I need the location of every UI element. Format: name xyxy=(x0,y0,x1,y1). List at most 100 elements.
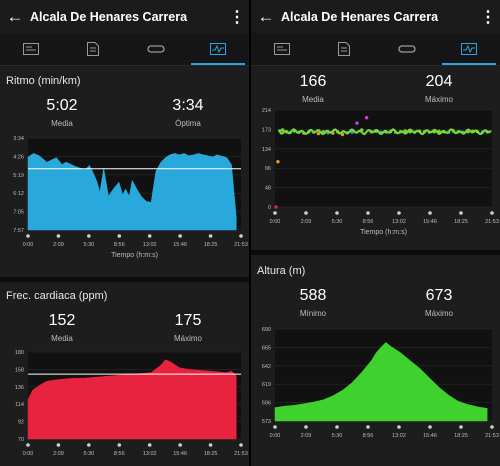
cadence-average-label: Media xyxy=(302,95,324,104)
y-tick-label: 7:57 xyxy=(13,228,24,234)
x-tick-label: 18:25 xyxy=(204,242,218,248)
y-tick-label: 70 xyxy=(18,437,24,443)
x-tick-label: 2:09 xyxy=(301,433,312,439)
x-tick-dot xyxy=(490,425,494,429)
hr-average-value: 152 xyxy=(48,312,76,329)
y-tick-label: 134 xyxy=(262,147,271,153)
more-vert-icon[interactable]: ⋮ xyxy=(480,8,496,26)
altitude-min-value: 588 xyxy=(299,287,327,304)
activity-title: Alcala De Henares Carrera xyxy=(30,9,188,24)
x-tick-label: 0:00 xyxy=(270,219,281,225)
x-tick-label: 2:09 xyxy=(301,219,312,225)
summary-icon xyxy=(274,43,291,55)
tab-details[interactable] xyxy=(313,33,375,65)
y-tick-label: 136 xyxy=(15,385,24,391)
x-tick-dot xyxy=(239,234,243,238)
y-tick-label: 0 xyxy=(268,205,271,211)
y-tick-label: 180 xyxy=(15,350,24,356)
x-tick-label: 21:53 xyxy=(485,219,499,225)
laps-icon xyxy=(147,45,165,53)
x-tick-dot xyxy=(87,443,91,447)
details-icon xyxy=(87,42,100,56)
left-screen: ← Alcala De Henares Carrera ⋮ Ritmo (min… xyxy=(0,0,249,466)
y-tick-label: 214 xyxy=(262,108,271,114)
heart-rate-chart: 180 158 136 114 92 70 0:00 2:09 5:30 8:56 13:02 15:… xyxy=(15,350,248,457)
tab-laps[interactable] xyxy=(125,33,187,65)
data-point xyxy=(364,116,369,120)
x-tick-dot xyxy=(366,211,370,215)
x-tick-label: 15:46 xyxy=(173,242,187,248)
x-tick-dot xyxy=(428,211,432,215)
hr-max-value: 175 xyxy=(174,312,202,329)
divider xyxy=(0,277,249,282)
heart-rate-card: Frec. cardiaca (ppm) 152 Media 175 Máxim… xyxy=(0,282,249,466)
x-tick-dot xyxy=(490,211,494,215)
x-tick-label: 0:00 xyxy=(23,451,34,457)
y-tick-label: 665 xyxy=(262,345,271,351)
x-tick-dot xyxy=(178,234,182,238)
x-tick-label: 0:00 xyxy=(270,433,281,439)
x-tick-dot xyxy=(26,443,30,447)
x-tick-label: 21:53 xyxy=(234,242,248,248)
x-tick-dot xyxy=(117,234,122,238)
cadence-max-label: Máximo xyxy=(424,95,453,104)
arrow-left-icon[interactable]: ← xyxy=(6,6,24,26)
tab-charts[interactable] xyxy=(187,33,249,65)
x-axis-label: Tiempo (h:m:s) xyxy=(360,229,407,236)
x-tick-dot xyxy=(428,425,432,429)
card-title: Altura (m) xyxy=(257,265,306,277)
y-tick-label: 48 xyxy=(265,186,271,192)
activity-title: Alcala De Henares Carrera xyxy=(281,9,439,24)
cadence-max-value: 204 xyxy=(425,73,453,90)
pace-average-value: 5:02 xyxy=(46,97,78,114)
x-tick-dot xyxy=(304,425,308,429)
more-vert-icon[interactable]: ⋮ xyxy=(229,8,245,26)
divider xyxy=(251,250,500,255)
x-tick-label: 13:02 xyxy=(143,451,157,457)
y-tick-label: 619 xyxy=(262,382,271,388)
tab-summary[interactable] xyxy=(0,33,62,65)
x-tick-label: 0:00 xyxy=(23,242,34,248)
x-tick-label: 15:46 xyxy=(423,219,437,225)
y-tick-label: 4:26 xyxy=(13,154,24,160)
y-tick-label: 573 xyxy=(262,419,271,425)
tab-charts[interactable] xyxy=(438,33,500,65)
x-tick-label: 13:02 xyxy=(143,242,157,248)
arrow-left-icon[interactable]: ← xyxy=(257,6,275,26)
x-tick-dot xyxy=(273,211,277,215)
x-tick-dot xyxy=(26,234,30,238)
y-tick-label: 6:12 xyxy=(13,191,24,197)
data-point xyxy=(489,130,492,133)
pace-average-label: Media xyxy=(51,119,73,128)
tab-bar xyxy=(251,33,500,66)
x-tick-label: 2:09 xyxy=(53,242,64,248)
hr-max-label: Máximo xyxy=(173,334,202,343)
cadence-chart: 214 173 134 96 48 0 0:00 2:09 5:30 8:56 13:02 15:46… xyxy=(262,108,499,236)
x-tick-label: 21:53 xyxy=(234,451,248,457)
tab-summary[interactable] xyxy=(251,33,313,65)
x-tick-label: 5:30 xyxy=(332,219,343,225)
x-tick-label: 5:30 xyxy=(83,242,94,248)
tab-laps[interactable] xyxy=(376,33,438,65)
x-tick-label: 18:25 xyxy=(204,451,218,457)
y-tick-label: 690 xyxy=(262,327,271,333)
data-point xyxy=(281,128,285,132)
altitude-max-label: Máximo xyxy=(424,309,453,318)
charts-icon xyxy=(460,43,477,55)
x-tick-dot xyxy=(459,425,463,429)
area-series xyxy=(27,153,237,231)
cadence-average-value: 166 xyxy=(299,73,327,90)
x-tick-label: 18:25 xyxy=(454,219,468,225)
x-tick-dot xyxy=(117,443,122,447)
tab-details[interactable] xyxy=(62,33,124,65)
y-tick-label: 5:19 xyxy=(13,173,24,179)
y-tick-label: 158 xyxy=(15,367,24,373)
x-tick-dot xyxy=(87,234,91,238)
pace-best-label: Óptima xyxy=(175,119,201,128)
y-tick-label: 92 xyxy=(18,420,24,426)
x-tick-label: 8:56 xyxy=(363,433,374,439)
data-point xyxy=(274,205,278,209)
x-tick-dot xyxy=(208,234,213,238)
y-tick-label: 3:34 xyxy=(13,136,24,142)
x-tick-dot xyxy=(208,443,213,447)
